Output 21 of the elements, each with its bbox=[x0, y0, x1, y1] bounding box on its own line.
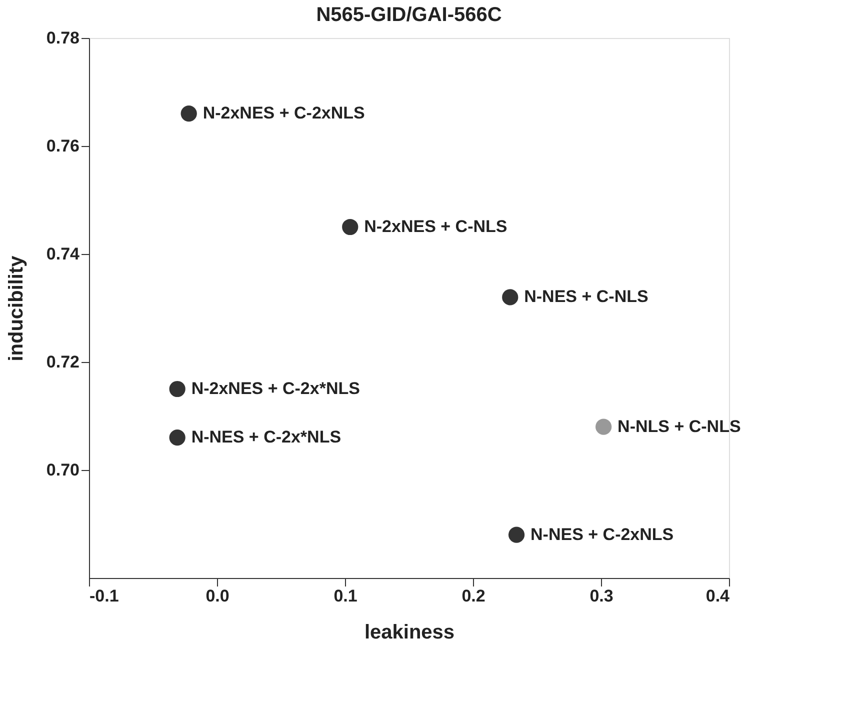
x-tick-label: 0.3 bbox=[590, 586, 614, 606]
y-tick-label: 0.78 bbox=[46, 28, 80, 48]
y-tick-label: 0.72 bbox=[46, 352, 80, 372]
y-tick-label: 0.70 bbox=[46, 460, 80, 480]
y-tick-label: 0.74 bbox=[46, 244, 80, 264]
annotation: N-NES + C-NLS bbox=[524, 287, 648, 306]
annotation: N-2xNES + C-2xNLS bbox=[202, 104, 365, 123]
x-tick-label: -0.1 bbox=[90, 586, 119, 606]
x-tick-label: 0.2 bbox=[462, 586, 486, 606]
annotation: N-NES + C-2xNLS bbox=[530, 524, 674, 544]
annotation: N-NES + C-2x*NLS bbox=[191, 428, 342, 447]
annotation: N-2xNES + C-NLS bbox=[364, 217, 508, 236]
y-tick-label: 0.76 bbox=[46, 136, 80, 156]
x-axis-title: leakiness bbox=[364, 622, 455, 644]
x-tick-label: 0.4 bbox=[706, 586, 730, 606]
annotation: N-NLS + C-NLS bbox=[618, 416, 741, 436]
chart-title: N565-GID/GAI-566C bbox=[316, 4, 502, 26]
annotation: N-2xNES + C-2x*NLS bbox=[191, 379, 360, 398]
x-tick-label: 0.0 bbox=[206, 586, 230, 606]
y-axis-title: inducibility bbox=[5, 254, 28, 362]
x-tick-label: 0.1 bbox=[334, 586, 358, 606]
